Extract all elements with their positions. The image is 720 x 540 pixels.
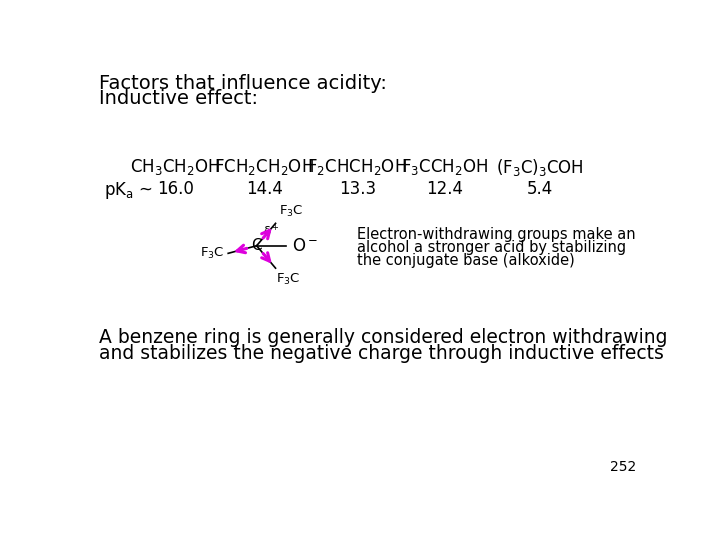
Text: 5.4: 5.4 xyxy=(526,180,553,198)
Text: the conjugate base (alkoxide): the conjugate base (alkoxide) xyxy=(357,253,575,268)
Text: $\mathsf{F_3C}$: $\mathsf{F_3C}$ xyxy=(276,272,300,287)
Text: $\mathsf{FCH_2CH_2OH}$: $\mathsf{FCH_2CH_2OH}$ xyxy=(215,157,315,177)
Text: 16.0: 16.0 xyxy=(157,180,194,198)
Text: 252: 252 xyxy=(610,461,636,475)
Text: $\mathsf{F_3CCH_2OH}$: $\mathsf{F_3CCH_2OH}$ xyxy=(401,157,489,177)
Text: $\mathsf{\delta^+}$: $\mathsf{\delta^+}$ xyxy=(263,224,280,240)
Text: C: C xyxy=(251,238,262,253)
Text: Factors that influence acidity:: Factors that influence acidity: xyxy=(99,74,387,93)
Text: $\mathsf{O^-}$: $\mathsf{O^-}$ xyxy=(292,237,318,255)
Text: 12.4: 12.4 xyxy=(426,180,464,198)
Text: $\mathsf{CH_3CH_2OH}$: $\mathsf{CH_3CH_2OH}$ xyxy=(130,157,220,177)
Text: $\mathsf{pK_a}$ ~: $\mathsf{pK_a}$ ~ xyxy=(104,180,153,201)
Text: Inductive effect:: Inductive effect: xyxy=(99,90,258,109)
Text: Electron-withdrawing groups make an: Electron-withdrawing groups make an xyxy=(357,226,636,241)
Text: and stabilizes the negative charge through inductive effects: and stabilizes the negative charge throu… xyxy=(99,343,664,362)
Text: $\mathsf{F_2CHCH_2OH}$: $\mathsf{F_2CHCH_2OH}$ xyxy=(307,157,408,177)
Text: alcohol a stronger acid by stabilizing: alcohol a stronger acid by stabilizing xyxy=(357,240,626,254)
Text: $\mathsf{(F_3C)_3COH}$: $\mathsf{(F_3C)_3COH}$ xyxy=(495,157,583,178)
Text: 14.4: 14.4 xyxy=(246,180,283,198)
Text: 13.3: 13.3 xyxy=(339,180,376,198)
Text: $\mathsf{F_3C}$: $\mathsf{F_3C}$ xyxy=(279,204,304,219)
Text: A benzene ring is generally considered electron withdrawing: A benzene ring is generally considered e… xyxy=(99,328,668,347)
Text: $\mathsf{F_3C}$: $\mathsf{F_3C}$ xyxy=(199,246,225,261)
